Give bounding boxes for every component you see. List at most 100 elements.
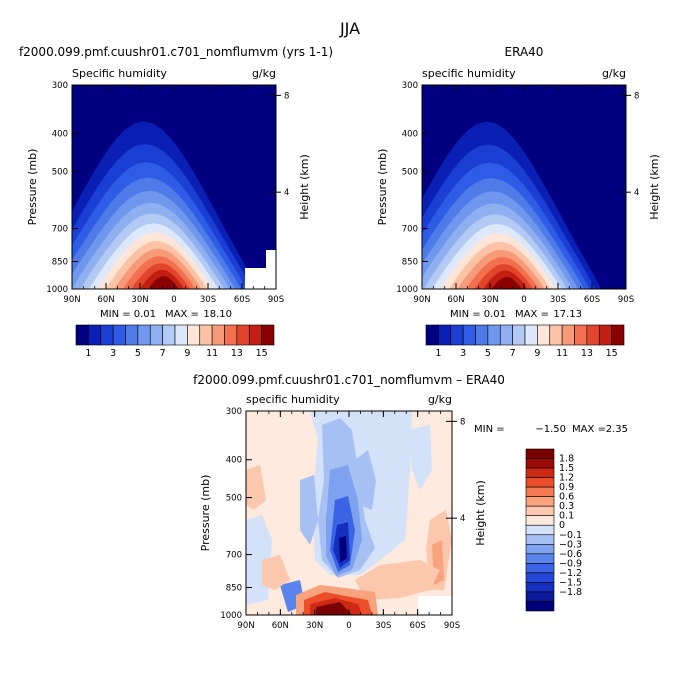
- colorbar-box: [525, 467, 555, 478]
- panel-title: f2000.099.pmf.cuushr01.c701_nomflumvm (y…: [19, 45, 333, 59]
- colorbar-box: [525, 458, 555, 469]
- height-tick-label: 8: [634, 91, 639, 101]
- anomaly-region: [339, 536, 347, 563]
- min-label: MIN =: [474, 424, 505, 435]
- colorbar-label: −1.2: [559, 568, 582, 579]
- colorbar-label: 3: [110, 348, 116, 359]
- colorbar-label: 7: [510, 348, 516, 359]
- y-tick-label: 500: [402, 168, 418, 178]
- colorbar-box: [525, 553, 555, 564]
- max-value: 2.35: [606, 424, 628, 435]
- colorbar-box: [525, 524, 555, 536]
- colorbar-box: [512, 324, 526, 346]
- colorbar-box: [525, 582, 555, 593]
- x-tick-label: 60S: [234, 295, 250, 305]
- min-max-stats: MIN = 0.01 MAX = 17.13: [450, 309, 582, 320]
- colorbar-box: [224, 324, 238, 346]
- colorbar-box: [525, 563, 555, 574]
- y-tick-label: 300: [226, 407, 242, 417]
- anomaly-region: [262, 555, 290, 590]
- colorbar-label: −0.6: [559, 549, 582, 560]
- colorbar: 1 3 5 7 9 11 13 15: [75, 324, 275, 359]
- colorbar-label: −0.9: [559, 558, 582, 569]
- x-tick-label: 60N: [447, 295, 464, 305]
- panel-title: ERA40: [505, 45, 544, 59]
- colorbar-box: [586, 324, 600, 346]
- panel-subtitle-right: g/kg: [252, 67, 276, 80]
- y-tick-label: 1000: [220, 611, 242, 621]
- y-tick-label: 500: [52, 168, 68, 178]
- colorbar-label: 0.6: [559, 492, 574, 503]
- x-tick-label: 30S: [550, 295, 566, 305]
- colorbar-label: 1.2: [559, 473, 574, 484]
- y-tick-label: 500: [226, 494, 242, 504]
- colorbar-label: −0.3: [559, 539, 582, 550]
- colorbar-box: [525, 515, 555, 526]
- min-label: MIN =: [450, 309, 481, 320]
- y-axis-label: Pressure (mb): [26, 149, 39, 226]
- colorbar-label: 0.3: [559, 501, 574, 512]
- axes: 90N 60N 30N 0 30S 60S 90S 300 400 500 700 850 1000 8 4: [220, 407, 465, 631]
- y-tick-label: 850: [226, 583, 242, 593]
- colorbar-box: [525, 448, 555, 459]
- y-tick-label: 700: [226, 551, 242, 561]
- colorbar-box: [525, 572, 555, 583]
- colorbar-box: [425, 324, 439, 346]
- x-tick-label: 60N: [272, 621, 289, 631]
- axes: 90N 60N 30N 0 30S 60S 90S 300 400 500 700 850 1000 8 4: [396, 81, 639, 305]
- max-label: MAX =: [572, 424, 606, 435]
- colorbar-box: [75, 324, 89, 346]
- colorbar-label: −0.1: [559, 530, 582, 541]
- anomaly-region: [246, 465, 266, 510]
- x-tick-label: 90S: [268, 295, 284, 305]
- colorbar-label: 15: [606, 348, 618, 359]
- x-tick-label: 90N: [413, 295, 430, 305]
- colorbar-box: [248, 324, 262, 346]
- colorbar-box: [525, 543, 555, 555]
- x-tick-label: 60S: [410, 621, 426, 631]
- anomaly-region: [355, 450, 376, 510]
- x-tick-label: 0: [171, 295, 176, 305]
- heatmap-field: [246, 411, 452, 615]
- heatmap-field: [422, 85, 626, 289]
- panel-subtitle-left: Specific humidity: [72, 67, 167, 80]
- x-tick-label: 0: [346, 621, 351, 631]
- colorbar-box: [100, 324, 114, 346]
- colorbar-box: [499, 324, 513, 346]
- colorbar-box: [561, 324, 575, 346]
- y-axis-label-right: Height (km): [298, 154, 311, 220]
- colorbar-box: [525, 534, 555, 545]
- terrain-mask: [266, 250, 276, 268]
- colorbar-box: [525, 601, 555, 612]
- contour-layers: [72, 121, 258, 289]
- terrain-mask: [418, 596, 452, 615]
- panel-title: f2000.099.pmf.cuushr01.c701_nomflumvm – …: [193, 373, 505, 387]
- colorbar-box: [462, 324, 476, 346]
- height-tick-label: 4: [284, 188, 289, 198]
- panel-subtitle-left: specific humidity: [246, 393, 340, 406]
- y-axis-label-right: Height (km): [648, 154, 661, 220]
- contour-level: [491, 277, 522, 289]
- colorbar-box: [525, 477, 555, 488]
- colorbar-box: [524, 324, 538, 346]
- x-tick-label: 90N: [237, 621, 254, 631]
- colorbar-box: [438, 324, 452, 346]
- anomaly-region: [408, 425, 432, 490]
- y-tick-label: 400: [52, 130, 68, 140]
- colorbar-box: [211, 324, 225, 346]
- panel-model: f2000.099.pmf.cuushr01.c701_nomflumvm (y…: [19, 45, 333, 359]
- height-tick-label: 4: [634, 188, 639, 198]
- x-tick-label: 60S: [584, 295, 600, 305]
- colorbar-label: 5: [485, 348, 491, 359]
- anomaly-region: [300, 475, 318, 545]
- x-tick-label: 30N: [481, 295, 498, 305]
- colorbar-label: 1.8: [559, 454, 574, 465]
- colorbar-box: [125, 324, 139, 346]
- colorbar-label: 0.9: [559, 482, 574, 493]
- x-tick-label: 30S: [200, 295, 216, 305]
- colorbar-label: 1: [85, 348, 91, 359]
- colorbar-box: [137, 324, 151, 346]
- y-tick-label: 850: [52, 257, 68, 267]
- min-label: MIN =: [100, 309, 131, 320]
